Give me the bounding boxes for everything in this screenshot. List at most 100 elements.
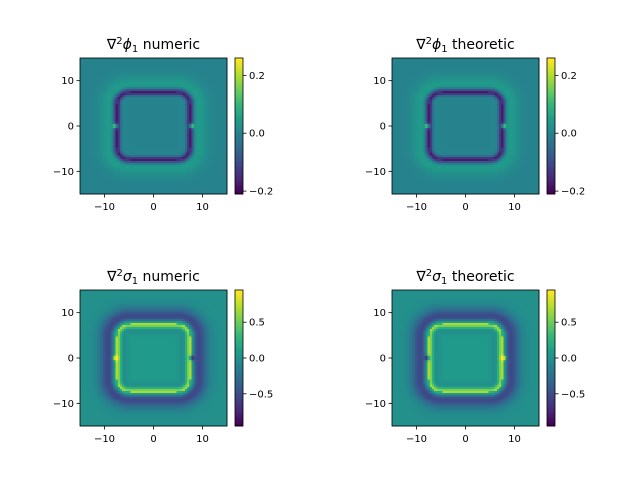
heatmap-cell [109,71,112,74]
heatmap-cell [101,69,104,72]
heatmap-cell [122,77,125,80]
heatmap-cell [126,77,129,80]
heatmap-cell [134,96,138,100]
heatmap-cell [191,106,194,109]
heatmap-cell [98,71,102,74]
heatmap-cell [84,106,87,109]
heatmap-cell [105,61,108,65]
heatmap-cell [117,63,121,67]
heatmap-cell [210,83,213,86]
heatmap-cell [174,85,177,88]
heatmap-cell [147,87,150,90]
heatmap-cell [180,94,184,98]
heatmap-cell [187,79,190,82]
heatmap-cell [107,73,110,76]
heatmap-cell [136,106,140,109]
heatmap-cell [174,104,177,107]
heatmap-cell [157,81,161,84]
heatmap-cell [166,89,169,92]
heatmap-cell [155,61,159,65]
heatmap-cell [170,98,173,102]
heatmap-cell [109,87,112,90]
heatmap-cell [210,89,213,92]
heatmap-cell [82,98,85,102]
heatmap-cell [182,69,186,72]
colorbar-tick-label: 0.2 [249,71,265,82]
heatmap-cell [105,77,108,80]
heatmap-cell [126,71,129,74]
heatmap-cell [216,81,219,84]
heatmap-cell [86,85,89,88]
heatmap-cell [138,73,142,76]
heatmap-cell [109,98,112,102]
heatmap-cell [197,73,201,76]
heatmap-cell [105,58,108,61]
colorbar-step [235,98,243,102]
heatmap-cell [107,100,110,104]
heatmap-cell [94,106,98,109]
heatmap-cell [159,104,163,107]
heatmap-cell [96,100,100,104]
heatmap-cell [182,104,186,107]
heatmap-cell [182,98,186,102]
heatmap-cell [212,100,215,104]
heatmap-cell [122,100,125,104]
heatmap-cell [98,91,102,94]
heatmap-cell [216,63,219,67]
heatmap-cell [191,58,194,61]
heatmap-cell [134,87,138,90]
heatmap-cell [159,65,163,69]
heatmap-cell [126,79,129,82]
heatmap-cell [172,85,175,88]
heatmap-cell [161,102,165,106]
heatmap-cell [145,98,148,102]
colorbar-step [235,116,243,120]
heatmap-cell [218,73,222,76]
heatmap-cell [172,104,175,107]
heatmap-cell [145,85,148,88]
heatmap-cell [105,108,108,111]
heatmap-cell [94,96,98,100]
colorbar-step [235,107,243,111]
heatmap-cell [147,63,150,67]
heatmap-cell [197,96,201,100]
heatmap-cell [172,87,175,90]
heatmap-cell [105,79,108,82]
heatmap-cell [96,77,100,80]
heatmap-cell [214,69,217,72]
heatmap-cell [172,94,175,98]
heatmap-cell [105,89,108,92]
heatmap-cell [170,104,173,107]
heatmap-cell [170,83,173,86]
heatmap-cell [140,92,144,96]
heatmap-cell [84,58,87,61]
heatmap-cell [82,85,85,88]
heatmap-cell [88,87,91,90]
heatmap-cell [119,94,123,98]
heatmap-cell [140,83,144,86]
heatmap-cell [147,98,150,102]
heatmap-cell [130,106,133,109]
heatmap-cell [157,83,161,86]
heatmap-cell [128,94,131,98]
heatmap-cell [119,102,123,106]
heatmap-cell [109,58,112,61]
heatmap-cell [187,87,190,90]
heatmap-cell [220,59,224,63]
heatmap-cell [119,98,123,102]
heatmap-cell [119,63,123,67]
heatmap-cell [170,85,173,88]
heatmap-cell [161,79,165,82]
heatmap-cell [222,85,226,88]
heatmap-cell [208,98,211,102]
heatmap-cell [174,77,177,80]
heatmap-cell [172,89,175,92]
heatmap-cell [193,65,196,69]
heatmap-cell [185,58,188,61]
heatmap-cell [176,58,180,61]
heatmap-cell [126,67,129,71]
heatmap-cell [115,83,119,86]
heatmap-cell [128,104,131,107]
heatmap-cell [201,79,205,82]
